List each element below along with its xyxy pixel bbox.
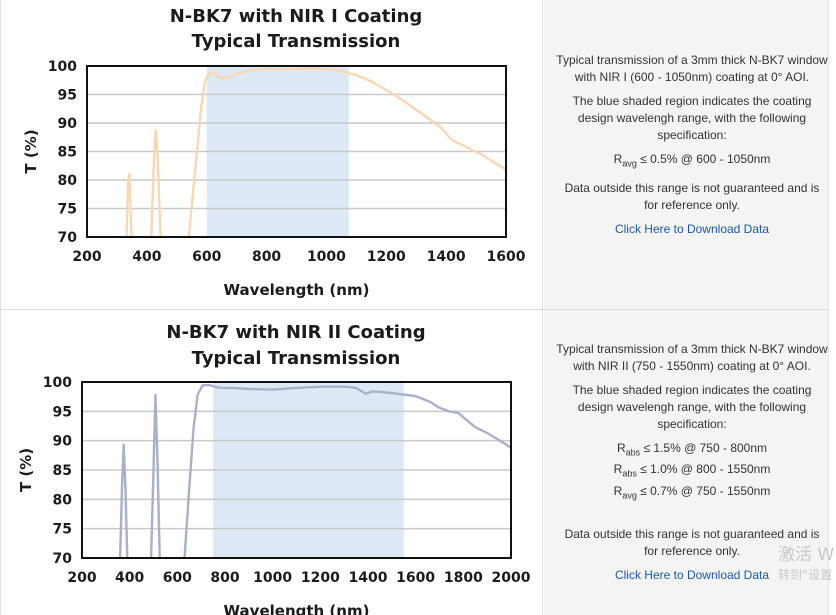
x-tick-label: 1200 xyxy=(301,570,340,586)
transmission-line xyxy=(150,129,162,237)
x-tick-label: 2000 xyxy=(492,570,531,586)
y-tick-label: 95 xyxy=(58,88,77,104)
y-tick-label: 75 xyxy=(58,202,77,218)
transmission-line xyxy=(183,383,511,558)
chart-panel-nir2: N-BK7 with NIR II Coating Typical Transmi… xyxy=(0,310,543,615)
y-axis-label: T (%) xyxy=(17,448,35,492)
y-tick-label: 90 xyxy=(58,116,78,132)
x-tick-label: 200 xyxy=(72,249,101,265)
transmission-line xyxy=(187,67,506,237)
y-tick-label: 70 xyxy=(58,230,78,246)
y-tick-label: 100 xyxy=(48,59,77,75)
chart-panel-nir1: N-BK7 with NIR I Coating Typical Transmis… xyxy=(0,0,543,309)
info-description: Typical transmission of a 3mm thick N-BK… xyxy=(556,53,828,84)
x-tick-label: 1400 xyxy=(427,249,466,265)
y-tick-label: 85 xyxy=(58,145,77,161)
y-tick-label: 80 xyxy=(53,492,73,508)
y-tick-label: 90 xyxy=(53,434,73,450)
chart-nir2: N-BK7 with NIR II Coating Typical Transmi… xyxy=(17,322,531,615)
transmission-line xyxy=(149,393,161,558)
activation-watermark: 激活 W xyxy=(778,545,835,565)
chart-nir1: N-BK7 with NIR I Coating Typical Transmis… xyxy=(22,6,526,299)
x-tick-label: 200 xyxy=(67,570,96,586)
plot-frame xyxy=(86,65,507,238)
x-tick-label: 1400 xyxy=(349,570,388,586)
x-tick-label: 600 xyxy=(163,570,192,586)
x-tick-label: 1800 xyxy=(444,570,483,586)
spec-line: Ravg ≤ 0.7% @ 750 - 1550nm xyxy=(613,483,771,501)
x-tick-label: 1000 xyxy=(253,570,292,586)
spec-list: Ravg ≤ 0.5% @ 600 - 1050nm xyxy=(556,151,828,172)
info-panel-nir1: Typical transmission of a 3mm thick N-BK… xyxy=(544,0,828,309)
y-axis-label: T (%) xyxy=(22,129,40,173)
info-shade-note: The blue shaded region indicates the coa… xyxy=(572,94,812,142)
y-tick-label: 80 xyxy=(58,173,78,189)
x-tick-label: 1600 xyxy=(396,570,435,586)
chart-title: N-BK7 with NIR I Coating xyxy=(170,6,423,27)
info-panel-nir2: Typical transmission of a 3mm thick N-BK… xyxy=(544,310,828,615)
info-text-nir2: Typical transmission of a 3mm thick N-BK… xyxy=(556,341,828,591)
x-tick-label: 1000 xyxy=(307,249,346,265)
x-tick-label: 1600 xyxy=(487,249,526,265)
y-tick-label: 100 xyxy=(43,375,72,391)
transmission-line xyxy=(118,443,129,558)
x-tick-label: 600 xyxy=(192,249,221,265)
chart-row-2: N-BK7 with NIR II Coating Typical Transmi… xyxy=(0,310,836,615)
transmission-line xyxy=(125,173,133,237)
y-tick-label: 75 xyxy=(53,522,72,538)
x-tick-label: 400 xyxy=(132,249,161,265)
page-edge xyxy=(828,0,836,615)
info-description: Typical transmission of a 3mm thick N-BK… xyxy=(556,342,828,373)
chart-title: N-BK7 with NIR II Coating xyxy=(166,322,425,343)
activation-watermark-sub: 转到“设置 xyxy=(778,568,833,582)
spec-list: Rabs ≤ 1.5% @ 750 - 800nm Rabs ≤ 1.0% @ 8… xyxy=(556,440,828,504)
y-tick-label: 95 xyxy=(53,404,72,420)
y-tick-label: 85 xyxy=(53,463,72,479)
info-shade-note: The blue shaded region indicates the coa… xyxy=(572,383,812,431)
spec-line: Rabs ≤ 1.0% @ 800 - 1550nm xyxy=(613,462,771,479)
x-axis-label: Wavelength (nm) xyxy=(224,602,370,615)
spec-line: Rabs ≤ 1.5% @ 750 - 800nm xyxy=(616,441,768,458)
y-tick-label: 70 xyxy=(53,551,73,567)
info-disclaimer: Data outside this range is not guarantee… xyxy=(564,181,820,213)
download-data-link[interactable]: Click Here to Download Data xyxy=(614,568,770,583)
plot-frame xyxy=(81,381,512,559)
chart-subtitle: Typical Transmission xyxy=(192,348,401,369)
x-tick-label: 1200 xyxy=(367,249,406,265)
chart-subtitle: Typical Transmission xyxy=(192,31,401,52)
info-disclaimer: Data outside this range is not guarantee… xyxy=(564,527,820,559)
x-tick-label: 800 xyxy=(252,249,281,265)
x-tick-label: 800 xyxy=(210,570,239,586)
x-axis-label: Wavelength (nm) xyxy=(224,281,370,299)
info-text-nir1: Typical transmission of a 3mm thick N-BK… xyxy=(556,52,828,245)
download-data-link[interactable]: Click Here to Download Data xyxy=(614,222,770,237)
x-tick-label: 400 xyxy=(115,570,144,586)
chart-row-1: N-BK7 with NIR I Coating Typical Transmis… xyxy=(0,0,836,310)
spec-line: Ravg ≤ 0.5% @ 600 - 1050nm xyxy=(613,152,771,169)
